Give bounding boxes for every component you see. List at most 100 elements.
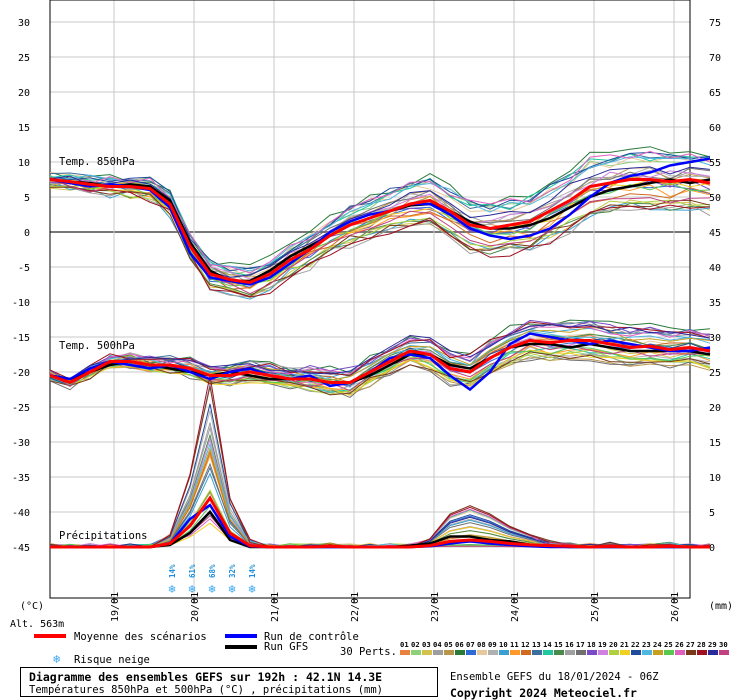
pert-line-precip-28 [50,375,710,548]
left-tick-label: 0 [24,228,30,239]
right-tick-label: 50 [709,193,721,204]
pert-line-precip-04 [50,422,711,548]
pert-id-label: 10 [499,640,508,649]
pert-id-label: 20 [609,640,618,649]
pert-id-label: 27 [686,640,695,649]
section-label-precip: Précipitations [59,530,148,542]
left-tick-label: -45 [12,543,30,554]
pert-line-precip-26 [50,508,711,548]
chart-title: Diagramme des ensembles GEFS sur 192h : … [29,670,383,684]
pert-line-850-29 [49,166,711,278]
pert-id-label: 11 [510,640,519,649]
pert-line-850-03 [49,186,711,296]
pert-swatch-17 [576,650,586,655]
pert-line-precip-14 [50,509,711,548]
pert-id-label: 15 [554,640,563,649]
pert-swatch-02 [411,650,421,655]
pert-line-precip-12 [49,450,710,548]
right-tick-label: 75 [709,18,721,29]
x-tick-label: 21/01 [270,592,281,622]
pert-line-500-29 [49,324,711,380]
legend-gfs-label: Run GFS [264,641,308,653]
left-tick-label: -10 [12,298,30,309]
x-tick-label: 20/01 [190,592,201,622]
pert-id-label: 22 [631,640,640,649]
pert-swatch-19 [598,650,608,655]
left-tick-label: -5 [18,263,30,274]
pert-line-850-28 [49,178,711,298]
x-tick-label: 26/01 [670,592,681,622]
legend: Moyenne des scénarios Run de contrôleRun … [34,631,729,666]
pert-line-precip-09 [49,410,710,548]
pert-swatch-23 [642,650,652,655]
right-tick-label: 55 [709,158,721,169]
pert-swatch-13 [532,650,542,655]
pert-line-precip-29 [50,497,710,548]
left-tick-label: 15 [18,123,30,134]
pert-id-label: 04 [433,640,442,649]
plot-frame [49,0,691,599]
right-tick-label: 20 [709,403,721,414]
pert-id-label: 29 [708,640,717,649]
legend-mean-label: Moyenne des scénarios [74,631,207,643]
pert-line-precip-07 [49,384,710,548]
left-axis: 30 25 20 15 10 5 0 -5 -10 -15 -20 -25 -30 -35 -40 -45 (°… [10,18,64,630]
pert-id-label: 17 [576,640,585,649]
pert-line-precip-11 [49,454,710,548]
snow-risk-label: 32% [228,564,237,578]
left-tick-label: 20 [18,88,30,99]
left-axis-unit: (°C) [20,601,44,612]
pert-swatch-20 [609,650,619,655]
pert-id-label: 30 [719,640,728,649]
right-axis-unit: (mm) [709,601,733,612]
pert-swatch-29 [708,650,718,655]
pert-line-850-26 [49,150,711,274]
pert-line-precip-05 [49,491,711,548]
pert-id-label: 25 [664,640,673,649]
pert-swatch-28 [697,650,707,655]
title-box: Diagramme des ensembles GEFS sur 192h : … [20,667,438,697]
pert-swatch-09 [488,650,498,655]
snowflake-icon: ❄ [228,582,235,596]
pert-line-precip-23 [50,442,710,548]
chart-grid [49,0,691,599]
pert-swatch-03 [422,650,432,655]
right-tick-label: 10 [709,473,721,484]
right-tick-label: 15 [709,438,721,449]
legend-snowflake-icon: ❄ [53,652,60,666]
snowflake-icon: ❄ [188,582,195,596]
series-mean-500 [49,338,711,385]
pert-line-precip-27 [49,386,711,548]
right-tick-label: 60 [709,123,721,134]
pert-id-label: 16 [565,640,574,649]
snow-risk-label: 14% [248,564,257,578]
snowflake-icon: ❄ [208,582,215,596]
pert-id-label: 19 [598,640,607,649]
pert-swatch-08 [477,650,487,655]
left-tick-label: 5 [24,193,30,204]
pert-id-label: 13 [532,640,541,649]
run-info: Ensemble GEFS du 18/01/2024 - 06Z [450,671,659,683]
pert-swatch-06 [455,650,465,655]
pert-line-500-20 [49,349,711,395]
pert-line-precip-18 [49,509,710,548]
pert-line-500-15 [49,333,711,385]
x-tick-label: 23/01 [430,592,441,622]
series-mean-850 [49,177,711,284]
pert-id-label: 28 [697,640,706,649]
pert-id-label: 12 [521,640,530,649]
pert-line-precip-21 [50,522,710,548]
left-tick-label: 30 [18,18,30,29]
snow-risk-markers: 14% ❄ 61% ❄ 68% ❄ 32% ❄ 14% ❄ [168,564,257,596]
pert-line-850-27 [49,186,711,297]
chart-subtitle: Températures 850hPa et 500hPa (°C) , pré… [29,684,384,696]
right-tick-label: 5 [709,508,715,519]
series-mean-precip [50,495,710,549]
legend-control-label: Run de contrôle [264,631,359,643]
pert-line-850-22 [49,151,711,272]
x-axis: 19/01 20/01 21/01 22/01 23/01 24/01 25/01 26/01 [110,592,681,622]
right-tick-label: 25 [709,368,721,379]
pert-swatch-04 [433,650,443,655]
right-tick-label: 70 [709,53,721,64]
